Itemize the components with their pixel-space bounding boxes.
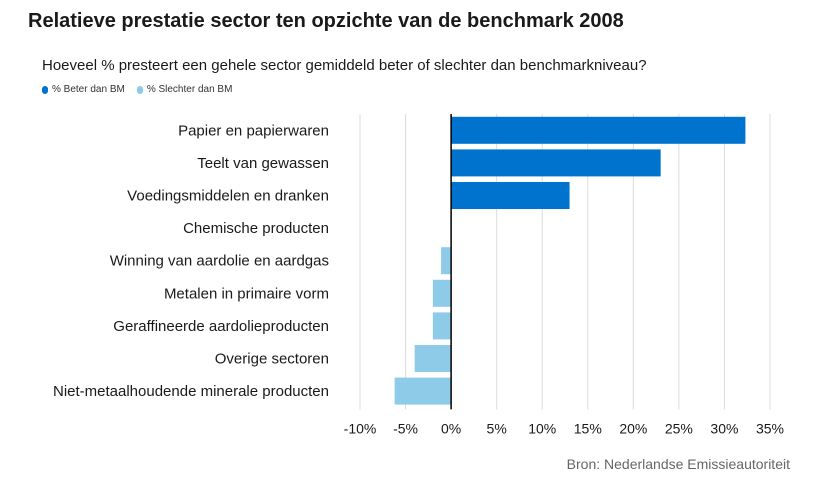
category-label: Voedingsmiddelen en dranken <box>127 188 329 205</box>
x-tick-label: 10% <box>528 420 556 436</box>
bar-worse <box>441 247 452 275</box>
bar-worse <box>432 312 452 340</box>
legend-label-worse: % Slechter dan BM <box>146 84 233 95</box>
category-label: Niet-metaalhoudende minerale producten <box>53 383 329 400</box>
bar-worse <box>432 279 452 307</box>
legend-swatch-worse <box>136 85 143 94</box>
source-note: Bron: Nederlandse Emissieautoriteit <box>566 456 790 472</box>
bar-better <box>451 182 570 209</box>
bar-worse <box>414 345 452 372</box>
category-label: Winning van aardolie en aardgas <box>110 253 329 270</box>
category-label: Metalen in primaire vorm <box>164 285 329 302</box>
x-tick-label: 0% <box>441 420 461 436</box>
bar-worse <box>394 377 452 405</box>
x-tick-label: 25% <box>665 420 693 436</box>
bar-better <box>451 149 661 177</box>
legend: % Beter dan BM % Slechter dan BM <box>42 84 232 95</box>
category-label: Chemische producten <box>183 220 329 237</box>
category-label: Overige sectoren <box>215 351 329 368</box>
x-tick-label: 15% <box>574 420 602 436</box>
legend-item-better: % Beter dan BM <box>42 84 125 95</box>
legend-swatch-better <box>42 85 48 94</box>
category-label: Papier en papierwaren <box>178 122 329 139</box>
category-label: Teelt van gewassen <box>197 155 329 172</box>
legend-label-better: % Beter dan BM <box>52 84 125 95</box>
x-tick-label: 35% <box>756 420 784 436</box>
x-tick-label: -10% <box>344 420 377 436</box>
bar-better <box>451 116 746 144</box>
chart-title: Relatieve prestatie sector ten opzichte … <box>28 10 624 32</box>
x-tick-label: 30% <box>710 420 738 436</box>
x-tick-label: 20% <box>619 420 647 436</box>
legend-item-worse: % Slechter dan BM <box>136 84 233 95</box>
category-label: Geraffineerde aardolieproducten <box>113 318 329 335</box>
x-tick-label: -5% <box>393 420 418 436</box>
chart-subtitle: Hoeveel % presteert een gehele sector ge… <box>42 57 647 74</box>
x-tick-label: 5% <box>487 420 507 436</box>
